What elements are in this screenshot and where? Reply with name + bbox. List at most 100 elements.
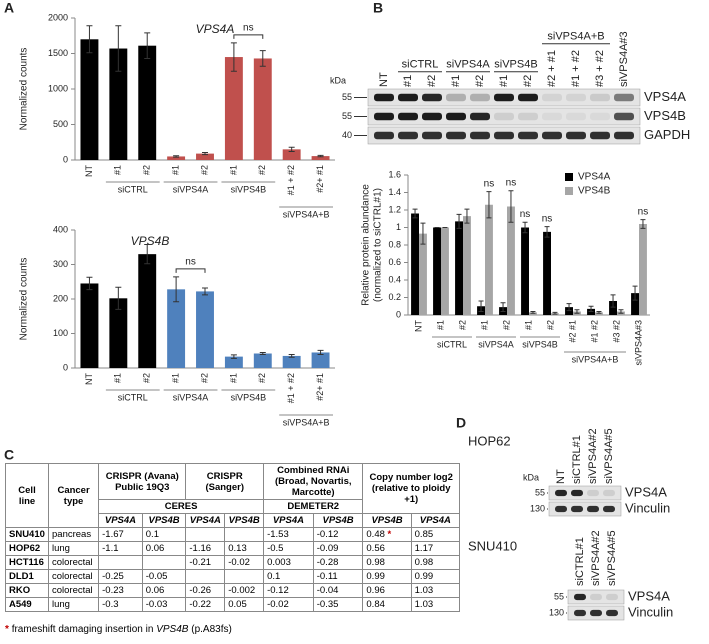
table-cell: -0.21 (185, 555, 226, 570)
y-tick-label: 0 (63, 154, 68, 164)
error-bar (640, 219, 646, 229)
blot-band (542, 112, 562, 121)
x-tick-label: #1 (228, 373, 238, 383)
x-tick-label: NT (84, 373, 94, 385)
header-cell: DEMETER2 (263, 499, 364, 514)
blot-band (571, 505, 583, 513)
y-tick-label: 0.2 (388, 292, 401, 302)
error-bar (144, 243, 151, 265)
blot-band (555, 489, 567, 497)
error-bar (115, 286, 122, 310)
table-cell: -0.002 (224, 583, 265, 598)
table-cell: 0.85 (410, 527, 461, 542)
lane-label: #2 (426, 75, 438, 87)
table-cell: 0.56 (362, 541, 412, 556)
group-label: siCTRL (402, 59, 439, 71)
table-cell: 0.98 (410, 555, 461, 570)
lane-label: siVPS4A#2 (590, 530, 602, 586)
bar (138, 45, 157, 160)
y-tick-label: 0 (396, 309, 401, 319)
table-cell: HOP62 (5, 541, 49, 556)
y-tick-label: 200 (53, 293, 68, 303)
group-label: siVPS4B (522, 339, 558, 349)
x-tick-label: #2 (142, 165, 152, 175)
kda-marker: 55 (554, 591, 564, 601)
table-cell: 0.1 (141, 527, 187, 542)
bar (609, 301, 617, 315)
error-bar (317, 349, 324, 356)
blot-band (590, 609, 602, 617)
blot-band (422, 131, 442, 140)
group-label: siVPS4A+B (283, 417, 330, 427)
table-cell: 0.1 (263, 569, 314, 584)
cell-value: 0.48 (366, 529, 385, 540)
y-tick-label: 1.4 (388, 187, 401, 197)
x-tick-label: #1 (170, 165, 180, 175)
bar (109, 298, 128, 368)
bar (167, 289, 186, 368)
x-tick-label: #1 + #2 (286, 373, 296, 403)
table-cell: colorectal (47, 555, 100, 570)
x-tick-label: #2 (545, 320, 555, 330)
blot-band (518, 93, 538, 102)
cell-mark: * (387, 529, 392, 540)
table-cell: -0.03 (141, 597, 187, 612)
lane-label: NT (378, 72, 390, 87)
gene-header: VPS4B (224, 513, 265, 528)
y-tick-label: 500 (53, 119, 68, 129)
table-cell: -0.26 (185, 583, 226, 598)
blot-strip (548, 501, 622, 517)
blot-band (587, 489, 599, 497)
blot-band (603, 489, 615, 497)
blot-band (494, 93, 514, 102)
blot-band (614, 93, 634, 102)
x-tick-label: #1 (170, 373, 180, 383)
blot-band (446, 93, 466, 102)
bar (80, 283, 99, 368)
table-cell: -0.04 (312, 583, 364, 598)
x-tick-label: #2 (199, 373, 209, 383)
table-cell: 0.99 (410, 569, 461, 584)
group-label: siVPS4A+B (547, 31, 604, 43)
error-bar (288, 146, 295, 152)
table-body: SNU410 pancreas -1.67 0.1 -1.53 -0.12 0.48 * 0.… (5, 527, 461, 612)
x-tick-label: #2+ #1 (315, 165, 325, 193)
bar (196, 291, 214, 368)
blot-band (398, 93, 418, 102)
table-row: A549 lung -0.3 -0.03 -0.22 0.05 -0.02 -0.35 0.84… (5, 597, 461, 612)
blot-band (518, 112, 538, 121)
x-tick-label: #1 (435, 320, 445, 330)
table-cell: 1.03 (410, 597, 461, 612)
error-bar (486, 191, 492, 219)
gene-header: VPS4A (263, 513, 314, 528)
annotation: ns (542, 213, 553, 224)
y-axis-label: (normalized to siCTRL#1) (373, 188, 384, 302)
annotation: ns (638, 206, 649, 217)
blot-band (555, 505, 567, 513)
kda-marker: 40 (342, 130, 352, 140)
group-label: siVPS4A+B (283, 209, 330, 219)
lane-label: siCTRL#1 (571, 435, 583, 484)
bar (631, 293, 639, 315)
footnote-text: (p.A83fs) (188, 624, 232, 635)
table-cell: -0.28 (312, 555, 364, 570)
kda-marker: 55 (342, 111, 352, 121)
lane-label: #1 (450, 75, 462, 87)
significance-bracket (233, 34, 264, 39)
bar (411, 213, 419, 315)
blot-band (542, 131, 562, 140)
table-cell: -0.25 (98, 569, 143, 584)
table-cell: 0.96 (362, 583, 412, 598)
gene-header: VPS4B (362, 513, 412, 528)
table-cell: -1.1 (98, 541, 143, 556)
lane-label: siVPS4A#2 (587, 428, 599, 484)
bar (639, 224, 647, 315)
error-bar (610, 294, 616, 308)
bar (311, 156, 330, 160)
x-tick-label: #2 #1 (567, 320, 577, 343)
error-bar (552, 311, 558, 315)
table-cell: -1.53 (263, 527, 314, 542)
error-bar (632, 285, 638, 301)
table-cell: 0.06 (141, 583, 187, 598)
protein-label: VPS4A (628, 588, 670, 603)
